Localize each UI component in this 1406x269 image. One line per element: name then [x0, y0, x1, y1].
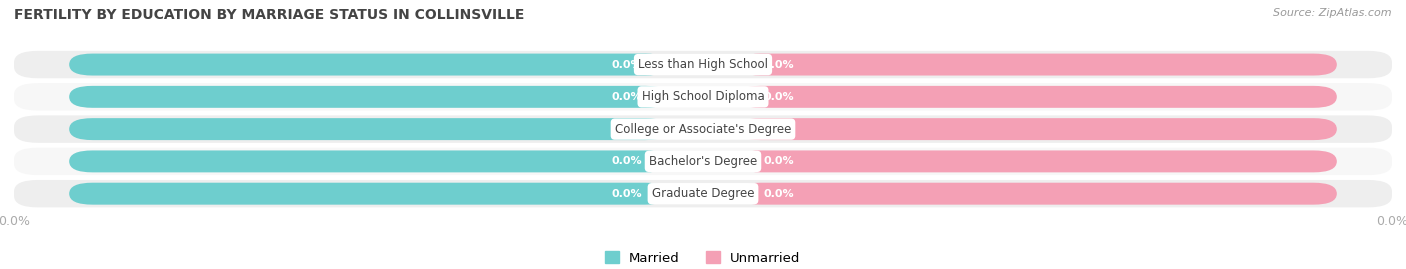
Text: 0.0%: 0.0%: [612, 92, 643, 102]
Text: Graduate Degree: Graduate Degree: [652, 187, 754, 200]
Text: Less than High School: Less than High School: [638, 58, 768, 71]
Text: 0.0%: 0.0%: [612, 189, 643, 199]
FancyBboxPatch shape: [738, 183, 1337, 205]
Text: 0.0%: 0.0%: [612, 59, 643, 70]
FancyBboxPatch shape: [69, 183, 669, 205]
Text: 0.0%: 0.0%: [763, 59, 794, 70]
Text: 0.0%: 0.0%: [763, 189, 794, 199]
Text: 0.0%: 0.0%: [612, 156, 643, 167]
Text: Bachelor's Degree: Bachelor's Degree: [650, 155, 756, 168]
FancyBboxPatch shape: [738, 150, 1337, 172]
FancyBboxPatch shape: [14, 180, 1392, 207]
FancyBboxPatch shape: [738, 118, 1337, 140]
Text: 0.0%: 0.0%: [763, 92, 794, 102]
FancyBboxPatch shape: [69, 54, 669, 76]
Text: FERTILITY BY EDUCATION BY MARRIAGE STATUS IN COLLINSVILLE: FERTILITY BY EDUCATION BY MARRIAGE STATU…: [14, 8, 524, 22]
Text: College or Associate's Degree: College or Associate's Degree: [614, 123, 792, 136]
FancyBboxPatch shape: [14, 83, 1392, 111]
Text: Source: ZipAtlas.com: Source: ZipAtlas.com: [1274, 8, 1392, 18]
Text: High School Diploma: High School Diploma: [641, 90, 765, 103]
FancyBboxPatch shape: [69, 118, 669, 140]
FancyBboxPatch shape: [738, 54, 1337, 76]
FancyBboxPatch shape: [14, 148, 1392, 175]
FancyBboxPatch shape: [69, 150, 669, 172]
FancyBboxPatch shape: [14, 115, 1392, 143]
FancyBboxPatch shape: [69, 86, 669, 108]
Text: 0.0%: 0.0%: [763, 124, 794, 134]
Text: 0.0%: 0.0%: [612, 124, 643, 134]
Text: 0.0%: 0.0%: [763, 156, 794, 167]
FancyBboxPatch shape: [738, 86, 1337, 108]
Legend: Married, Unmarried: Married, Unmarried: [606, 251, 800, 264]
FancyBboxPatch shape: [14, 51, 1392, 78]
